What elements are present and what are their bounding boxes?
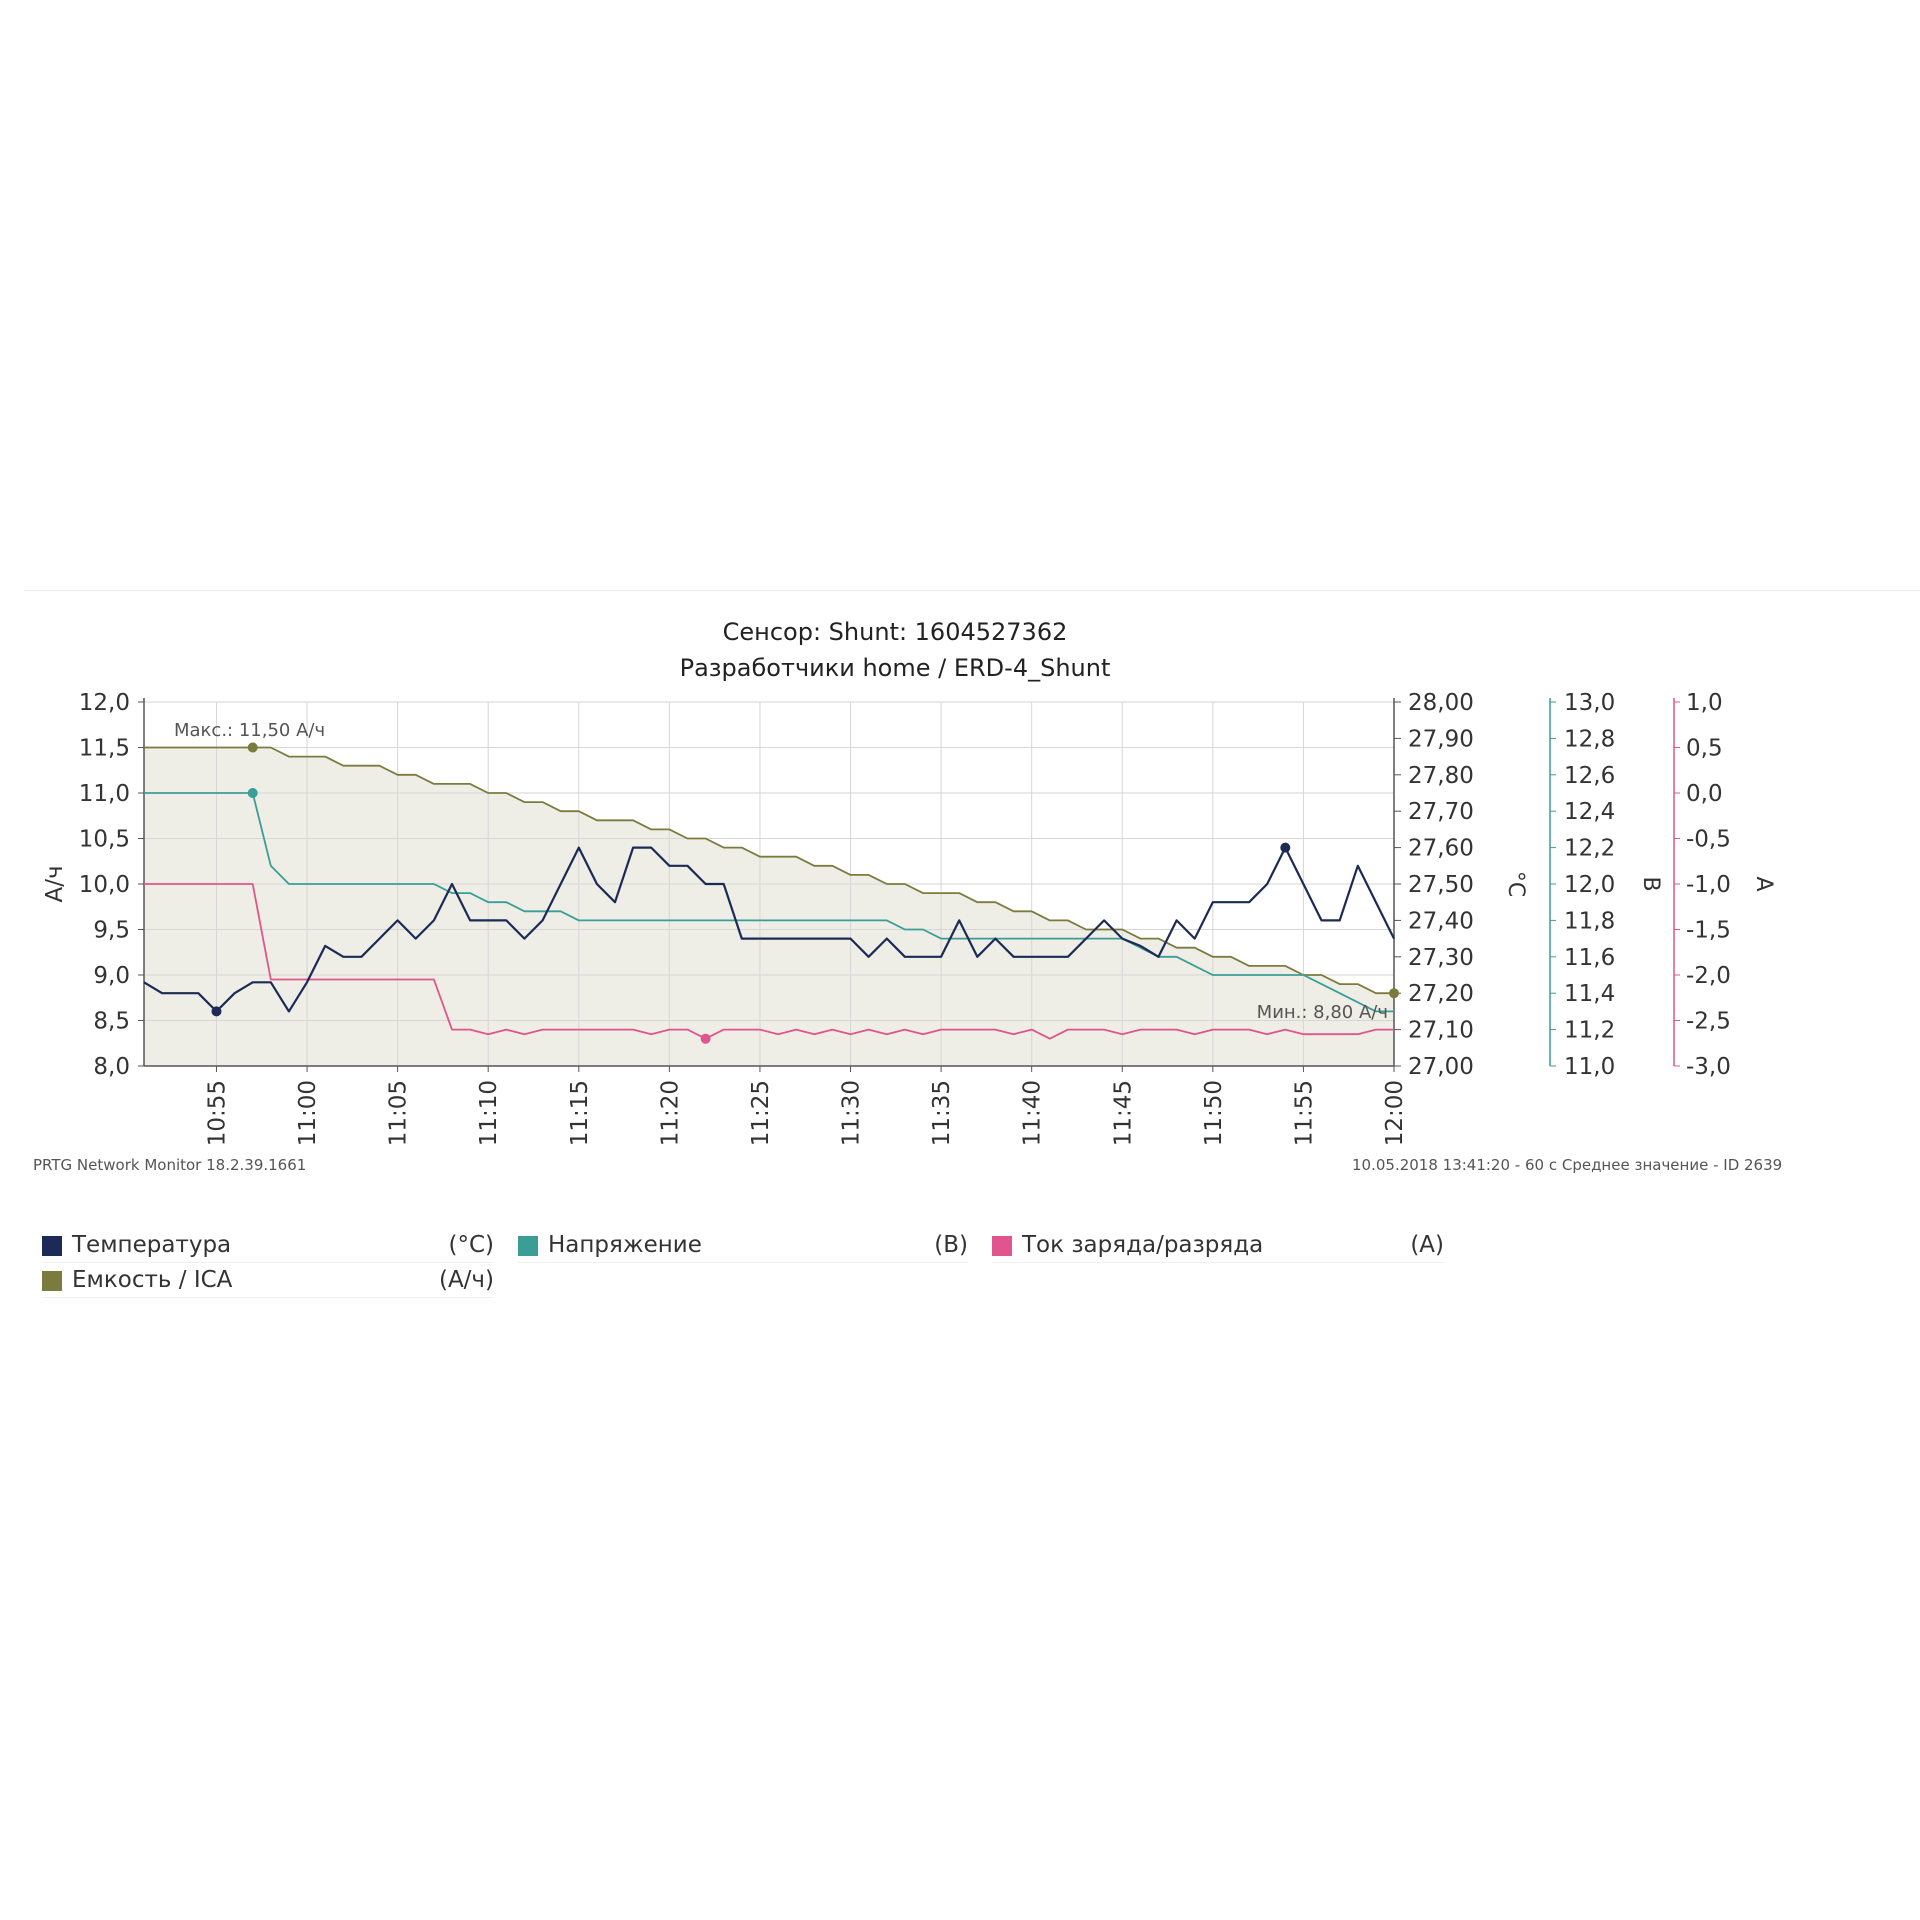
legend-swatch-capacity bbox=[42, 1271, 62, 1291]
current-tick-label: -1,0 bbox=[1686, 872, 1731, 898]
temperature-tick-label: 27,80 bbox=[1408, 763, 1474, 789]
voltage-tick-label: 11,8 bbox=[1564, 908, 1615, 934]
voltage-tick-label: 11,2 bbox=[1564, 1018, 1615, 1044]
capacity-tick-label: 8,0 bbox=[93, 1054, 130, 1080]
series-marker-capacity bbox=[1389, 988, 1399, 999]
max-annotation: Макс.: 11,50 А/ч bbox=[174, 720, 325, 741]
current-tick-label: -3,0 bbox=[1686, 1054, 1731, 1080]
series-line-capacity bbox=[144, 746, 1394, 995]
legend-item-current[interactable]: Ток заряда/разряда (А) bbox=[992, 1232, 1444, 1263]
temperature-tick-label: 27,50 bbox=[1408, 872, 1474, 898]
voltage-tick-label: 11,4 bbox=[1564, 981, 1615, 1007]
legend-unit-voltage: (В) bbox=[934, 1232, 968, 1258]
voltage-tick-label: 12,4 bbox=[1564, 799, 1615, 825]
voltage-tick-label: 12,2 bbox=[1564, 836, 1615, 862]
series-marker-temperature bbox=[1280, 842, 1291, 853]
series-marker-temperature bbox=[211, 1006, 222, 1017]
x-tick-label: 11:20 bbox=[657, 1080, 683, 1146]
voltage-tick-label: 12,0 bbox=[1564, 872, 1615, 898]
legend-label-temperature: Температура bbox=[72, 1232, 232, 1258]
temperature-tick-label: 27,30 bbox=[1408, 945, 1474, 971]
series-marker-capacity bbox=[247, 742, 258, 753]
series-line-voltage bbox=[144, 792, 1394, 1013]
legend-item-temperature[interactable]: Температура (°C) bbox=[42, 1232, 494, 1263]
voltage-tick-label: 11,6 bbox=[1564, 945, 1615, 971]
capacity-tick-label: 11,5 bbox=[79, 736, 130, 762]
voltage-axis-label: В bbox=[1638, 876, 1663, 891]
current-tick-label: 0,5 bbox=[1686, 736, 1723, 762]
series-line-current bbox=[144, 883, 1394, 1040]
voltage-tick-label: 12,6 bbox=[1564, 763, 1615, 789]
current-axis-label: А bbox=[1751, 876, 1776, 891]
x-tick-label: 11:45 bbox=[1110, 1080, 1136, 1146]
capacity-tick-label: 9,5 bbox=[93, 918, 130, 944]
current-tick-label: 1,0 bbox=[1686, 690, 1723, 716]
legend-label-voltage: Напряжение bbox=[548, 1232, 702, 1258]
capacity-tick-label: 8,5 bbox=[93, 1009, 130, 1035]
legend-unit-current: (А) bbox=[1410, 1232, 1444, 1258]
legend-unit-temperature: (°C) bbox=[448, 1232, 494, 1258]
current-tick-label: -0,5 bbox=[1686, 827, 1731, 853]
x-tick-label: 11:35 bbox=[929, 1080, 955, 1146]
footer-timestamp: 10.05.2018 13:41:20 - 60 с Среднее значе… bbox=[1352, 1156, 1783, 1174]
legend-item-capacity[interactable]: Емкость / ICA (А/ч) bbox=[42, 1267, 494, 1298]
legend-label-current: Ток заряда/разряда bbox=[1022, 1232, 1264, 1258]
legend-item-voltage[interactable]: Напряжение (В) bbox=[518, 1232, 968, 1263]
voltage-tick-label: 13,0 bbox=[1564, 690, 1615, 716]
voltage-tick-label: 12,8 bbox=[1564, 726, 1615, 752]
min-annotation: Мин.: 8,80 А/ч bbox=[1257, 1002, 1388, 1023]
chart-title: Сенсор: Shunt: 1604527362 bbox=[722, 618, 1068, 646]
x-tick-label: 11:10 bbox=[476, 1080, 502, 1146]
x-tick-label: 11:00 bbox=[295, 1080, 321, 1146]
capacity-axis-label: А/ч bbox=[42, 865, 68, 902]
temperature-tick-label: 27,60 bbox=[1408, 836, 1474, 862]
temperature-tick-label: 27,90 bbox=[1408, 726, 1474, 752]
temperature-tick-label: 27,40 bbox=[1408, 908, 1474, 934]
x-tick-label: 11:30 bbox=[839, 1080, 865, 1146]
voltage-tick-label: 11,0 bbox=[1564, 1054, 1615, 1080]
capacity-tick-label: 10,0 bbox=[79, 872, 130, 898]
capacity-tick-label: 9,0 bbox=[93, 963, 130, 989]
temperature-tick-label: 27,10 bbox=[1408, 1018, 1474, 1044]
x-tick-label: 12:00 bbox=[1382, 1080, 1408, 1146]
temperature-tick-label: 28,00 bbox=[1408, 690, 1474, 716]
chart-subtitle: Разработчики home / ERD-4_Shunt bbox=[679, 654, 1111, 682]
capacity-area-fill bbox=[144, 747, 1394, 1066]
series-marker-voltage bbox=[247, 788, 258, 798]
legend-swatch-current bbox=[992, 1236, 1012, 1256]
legend-unit-capacity: (А/ч) bbox=[438, 1267, 494, 1293]
temperature-tick-label: 27,70 bbox=[1408, 799, 1474, 825]
x-tick-label: 11:55 bbox=[1291, 1080, 1317, 1146]
current-tick-label: -2,5 bbox=[1686, 1009, 1731, 1035]
series-line-temperature bbox=[143, 846, 1395, 1013]
temperature-tick-label: 27,20 bbox=[1408, 981, 1474, 1007]
legend-swatch-temperature bbox=[42, 1236, 62, 1256]
capacity-tick-label: 12,0 bbox=[79, 690, 130, 716]
x-tick-label: 11:05 bbox=[386, 1080, 412, 1146]
current-tick-label: -1,5 bbox=[1686, 918, 1731, 944]
current-tick-label: 0,0 bbox=[1686, 781, 1723, 807]
legend-label-capacity: Емкость / ICA bbox=[72, 1267, 233, 1293]
x-tick-label: 11:15 bbox=[567, 1080, 593, 1146]
capacity-tick-label: 11,0 bbox=[79, 781, 130, 807]
capacity-tick-label: 10,5 bbox=[79, 827, 130, 853]
temperature-axis-label: °C bbox=[1503, 871, 1528, 897]
x-tick-label: 11:50 bbox=[1201, 1080, 1227, 1146]
current-tick-label: -2,0 bbox=[1686, 963, 1731, 989]
x-tick-label: 10:55 bbox=[204, 1080, 230, 1146]
footer-version: PRTG Network Monitor 18.2.39.1661 bbox=[33, 1156, 307, 1174]
top-divider bbox=[24, 590, 1920, 591]
x-tick-label: 11:40 bbox=[1020, 1080, 1046, 1146]
series-marker-current bbox=[700, 1033, 711, 1044]
legend-swatch-voltage bbox=[518, 1236, 538, 1256]
temperature-tick-label: 27,00 bbox=[1408, 1054, 1474, 1080]
x-tick-label: 11:25 bbox=[748, 1080, 774, 1146]
